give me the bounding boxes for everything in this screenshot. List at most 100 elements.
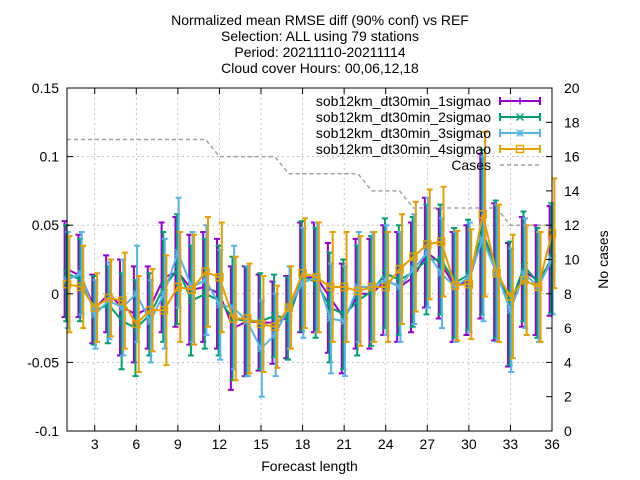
x-tick-label: 30	[461, 436, 477, 452]
error-bar	[468, 228, 475, 341]
data-point	[201, 276, 210, 285]
data-point	[395, 282, 404, 291]
error-bar	[343, 231, 350, 343]
data-point	[284, 303, 293, 312]
data-point	[450, 281, 460, 290]
data-point	[201, 267, 210, 277]
error-bar	[274, 284, 281, 369]
data-point	[160, 289, 168, 298]
data-point	[90, 303, 99, 312]
x-axis-label: Forecast length	[261, 458, 358, 474]
x-tick-label: 21	[336, 436, 352, 452]
error-bar	[260, 274, 267, 374]
error-bar	[495, 203, 502, 343]
y2-tick-label: 12	[564, 217, 580, 233]
y2-tick-label: 20	[564, 80, 580, 96]
data-point	[312, 273, 321, 282]
error-bar	[398, 213, 405, 325]
data-point	[516, 97, 524, 105]
data-point	[520, 275, 529, 285]
data-point	[492, 268, 501, 278]
y-tick-label: 0.05	[32, 217, 59, 233]
legend-label: sob12km_dt30min_2sigmao	[316, 109, 491, 125]
error-bar	[80, 244, 87, 330]
data-point	[229, 314, 238, 323]
x-tick-label: 15	[253, 436, 269, 452]
legend-line	[499, 145, 541, 153]
error-bar	[357, 235, 364, 347]
data-point	[516, 129, 524, 137]
ticks: 3 6 9 12 15 18 21 24 27 30 33 36-0.1-0.0500.050.10.…	[27, 80, 580, 452]
y2-tick-label: 0	[564, 423, 572, 439]
y-tick-label: 0.1	[40, 149, 60, 165]
data-point	[229, 303, 238, 312]
error-bar	[288, 265, 295, 350]
data-point	[464, 279, 474, 289]
legend-key	[499, 97, 541, 105]
data-point	[367, 282, 377, 292]
y2-tick-label: 18	[564, 114, 580, 130]
series-3	[63, 155, 556, 398]
y-tick-label: 0	[51, 286, 59, 302]
series-line	[66, 213, 553, 328]
x-tick-label: 3	[91, 436, 99, 452]
legend-label: Cases	[451, 157, 491, 173]
series-layer	[61, 130, 558, 398]
title-line: Cloud cover Hours: 00,06,12,18	[221, 60, 419, 76]
error-bar	[246, 262, 253, 375]
data-point	[409, 252, 418, 262]
data-point	[243, 317, 252, 326]
y2-tick-label: 16	[564, 149, 580, 165]
data-point	[76, 269, 85, 278]
error-bar	[412, 200, 419, 313]
series-4	[62, 130, 558, 382]
title-line: Normalized mean RMSE diff (90% conf) vs …	[171, 12, 469, 28]
data-point	[437, 269, 446, 278]
data-point	[395, 264, 404, 274]
data-point	[118, 296, 127, 305]
data-point	[520, 269, 529, 278]
legend-label: sob12km_dt30min_4sigmao	[316, 141, 491, 157]
x-tick-label: 9	[174, 436, 182, 452]
y-tick-label: -0.05	[27, 354, 59, 370]
x-tick-label: 24	[378, 436, 394, 452]
data-point	[515, 144, 525, 154]
y2-tick-label: 4	[564, 354, 572, 370]
legend-label: sob12km_dt30min_1sigmao	[316, 93, 491, 109]
cases-line	[67, 138, 552, 226]
x-tick-label: 12	[212, 436, 228, 452]
error-bar	[149, 268, 156, 353]
data-point	[270, 331, 279, 339]
error-bar	[440, 185, 447, 298]
error-bar	[329, 231, 336, 343]
error-bar	[537, 231, 544, 343]
data-point	[298, 268, 307, 278]
x-tick-label: 18	[295, 436, 311, 452]
data-point	[146, 317, 155, 326]
y2-tick-label: 6	[564, 320, 572, 336]
data-point	[173, 282, 183, 292]
data-point	[215, 300, 224, 309]
legend-key	[499, 144, 541, 154]
error-bar	[454, 229, 461, 342]
error-bar	[482, 130, 489, 298]
error-bar	[232, 255, 239, 382]
error-bar	[385, 231, 392, 343]
data-point	[326, 314, 335, 323]
error-bar	[301, 217, 308, 330]
y2-tick-label: 10	[564, 252, 580, 268]
data-point	[340, 317, 349, 326]
data-point	[187, 282, 196, 291]
data-point	[145, 306, 155, 315]
error-bar	[121, 251, 128, 350]
y2-tick-label: 2	[564, 389, 572, 405]
error-bar	[509, 233, 516, 360]
x-tick-label: 36	[544, 436, 560, 452]
data-point	[256, 319, 266, 329]
legend: sob12km_dt30min_1sigmaosob12km_dt30min_2…	[316, 93, 541, 173]
data-point	[423, 248, 432, 257]
data-point	[104, 296, 113, 305]
error-bar	[163, 254, 170, 367]
x-tick-label: 33	[503, 436, 519, 452]
error-bar	[371, 231, 378, 343]
